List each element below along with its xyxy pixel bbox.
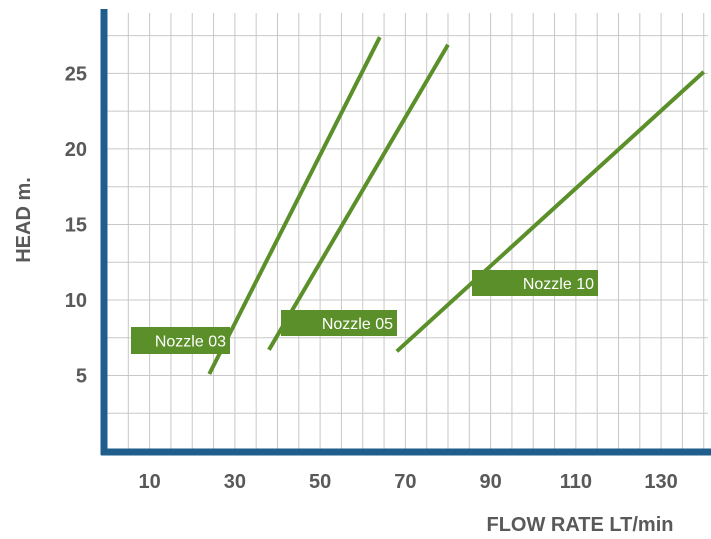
series-label-box-2 xyxy=(281,310,397,336)
series-line-3 xyxy=(395,70,706,353)
y-tick-label: 10 xyxy=(65,290,87,312)
x-tick-label: 130 xyxy=(644,471,677,493)
x-tick-label: 70 xyxy=(394,471,416,493)
y-axis-title: HEAD m. xyxy=(13,177,35,263)
x-axis-title: FLOW RATE LT/min xyxy=(486,514,673,536)
series-lines xyxy=(207,36,706,375)
grid xyxy=(107,13,708,451)
y-tick-label: 25 xyxy=(65,63,87,85)
x-tick-label: 90 xyxy=(479,471,501,493)
series-label-1: Nozzle 03 xyxy=(155,334,226,351)
y-tick-label: 15 xyxy=(65,214,87,236)
x-tick-label: 30 xyxy=(224,471,246,493)
x-tick-label: 50 xyxy=(309,471,331,493)
series-line-1 xyxy=(207,36,382,375)
x-tick-label: 10 xyxy=(138,471,160,493)
series-labels: Nozzle 03 Nozzle 05 Nozzle 10 xyxy=(131,270,598,354)
y-tick-label: 20 xyxy=(65,139,87,161)
x-tick-label: 110 xyxy=(560,471,592,493)
series-line-2 xyxy=(267,43,450,351)
series-label-box-3 xyxy=(472,270,598,296)
y-tick-label: 5 xyxy=(76,365,87,387)
series-label-3: Nozzle 10 xyxy=(523,276,594,293)
series-label-2: Nozzle 05 xyxy=(322,316,393,333)
series-label-box-1 xyxy=(131,327,230,354)
axes xyxy=(100,9,711,456)
tick-labels: 10 30 50 70 90 110 130 5 10 15 20 25 xyxy=(65,63,678,493)
